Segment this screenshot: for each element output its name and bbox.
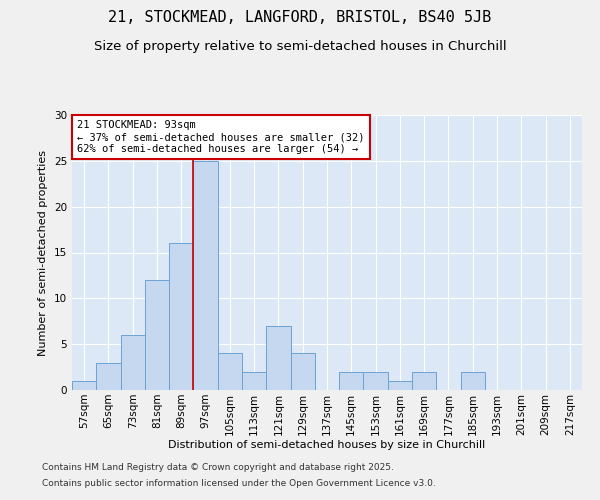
Text: 21 STOCKMEAD: 93sqm
← 37% of semi-detached houses are smaller (32)
62% of semi-d: 21 STOCKMEAD: 93sqm ← 37% of semi-detach… xyxy=(77,120,365,154)
Text: 21, STOCKMEAD, LANGFORD, BRISTOL, BS40 5JB: 21, STOCKMEAD, LANGFORD, BRISTOL, BS40 5… xyxy=(109,10,491,25)
Y-axis label: Number of semi-detached properties: Number of semi-detached properties xyxy=(38,150,49,356)
Bar xyxy=(339,372,364,390)
Bar xyxy=(266,326,290,390)
Bar xyxy=(193,161,218,390)
Text: Contains HM Land Registry data © Crown copyright and database right 2025.: Contains HM Land Registry data © Crown c… xyxy=(42,464,394,472)
Text: Contains public sector information licensed under the Open Government Licence v3: Contains public sector information licen… xyxy=(42,478,436,488)
Bar xyxy=(388,381,412,390)
Bar xyxy=(218,354,242,390)
Text: Size of property relative to semi-detached houses in Churchill: Size of property relative to semi-detach… xyxy=(94,40,506,53)
Bar xyxy=(242,372,266,390)
X-axis label: Distribution of semi-detached houses by size in Churchill: Distribution of semi-detached houses by … xyxy=(169,440,485,450)
Bar xyxy=(96,362,121,390)
Bar xyxy=(121,335,145,390)
Bar xyxy=(461,372,485,390)
Bar xyxy=(145,280,169,390)
Bar xyxy=(290,354,315,390)
Bar xyxy=(72,381,96,390)
Bar xyxy=(364,372,388,390)
Bar xyxy=(169,244,193,390)
Bar xyxy=(412,372,436,390)
